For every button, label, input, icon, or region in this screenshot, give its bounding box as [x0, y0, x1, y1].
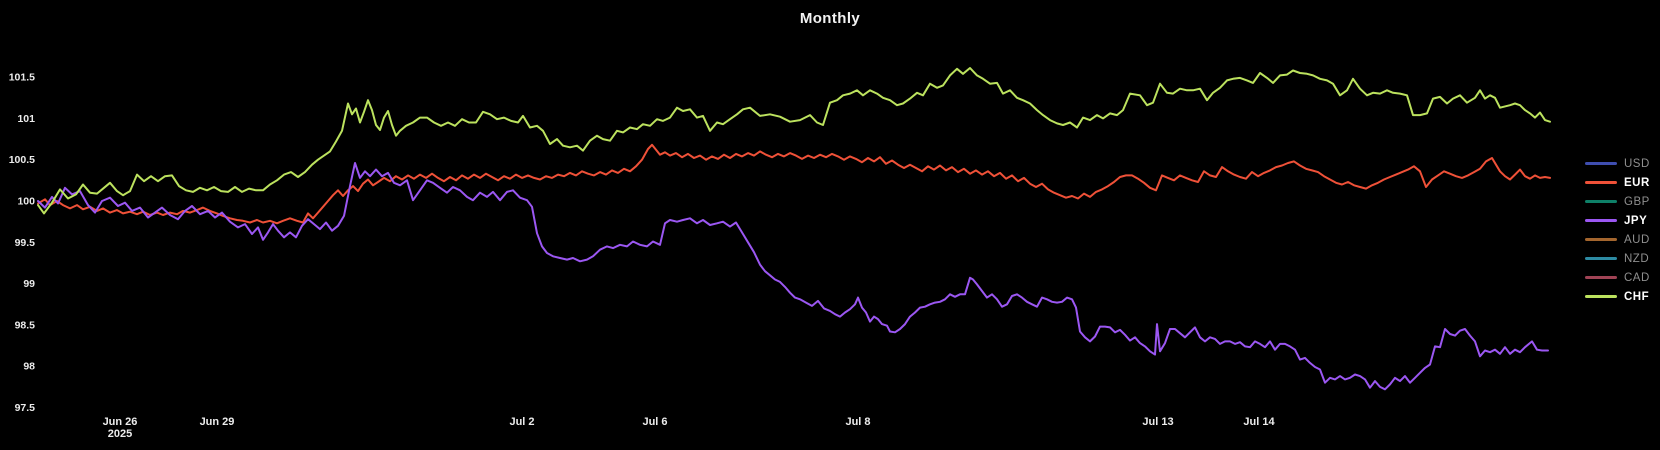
- legend-swatch-jpy: [1585, 219, 1617, 222]
- legend-item-jpy[interactable]: JPY: [1585, 211, 1650, 230]
- legend-label-eur: EUR: [1624, 176, 1650, 189]
- legend: USD EUR GBP JPY AUD NZD CAD CHF: [1585, 154, 1650, 306]
- x-tick-label: Jun 29: [200, 416, 235, 428]
- legend-swatch-usd: [1585, 162, 1617, 165]
- legend-swatch-gbp: [1585, 200, 1617, 203]
- y-tick-label: 99: [23, 278, 35, 290]
- x-tick-label: Jul 13: [1142, 416, 1173, 428]
- legend-swatch-chf: [1585, 295, 1617, 298]
- legend-label-chf: CHF: [1624, 290, 1650, 303]
- y-tick-label: 100: [17, 196, 35, 208]
- legend-swatch-aud: [1585, 238, 1617, 241]
- legend-item-cad[interactable]: CAD: [1585, 268, 1650, 287]
- legend-label-gbp: GBP: [1624, 195, 1650, 208]
- y-tick-label: 101: [17, 113, 35, 125]
- y-tick-label: 97.5: [15, 402, 36, 414]
- x-tick-label: Jul 14: [1243, 416, 1275, 428]
- y-tick-label: 98.5: [15, 319, 36, 331]
- y-tick-label: 101.5: [9, 72, 35, 84]
- x-tick-label: Jul 6: [642, 416, 667, 428]
- legend-item-aud[interactable]: AUD: [1585, 230, 1650, 249]
- legend-label-cad: CAD: [1624, 271, 1650, 284]
- legend-label-jpy: JPY: [1624, 214, 1648, 227]
- legend-item-usd[interactable]: USD: [1585, 154, 1650, 173]
- legend-item-nzd[interactable]: NZD: [1585, 249, 1650, 268]
- legend-swatch-nzd: [1585, 257, 1617, 260]
- y-tick-label: 98: [23, 361, 35, 373]
- x-tick-label: Jul 8: [845, 416, 870, 428]
- x-tick-label: Jun 26: [103, 416, 138, 428]
- x-tick-label: Jul 2: [509, 416, 534, 428]
- series-line-chf: [37, 67, 1551, 215]
- legend-label-aud: AUD: [1624, 233, 1650, 246]
- legend-swatch-cad: [1585, 276, 1617, 279]
- legend-item-gbp[interactable]: GBP: [1585, 192, 1650, 211]
- legend-label-usd: USD: [1624, 157, 1650, 170]
- legend-item-eur[interactable]: EUR: [1585, 173, 1650, 192]
- x-tick-sublabel: 2025: [108, 428, 132, 440]
- series-line-eur: [37, 143, 1551, 225]
- legend-item-chf[interactable]: CHF: [1585, 287, 1650, 306]
- chart-title: Monthly: [799, 10, 861, 27]
- legend-swatch-eur: [1585, 181, 1617, 184]
- y-tick-label: 99.5: [15, 237, 36, 249]
- y-tick-label: 100.5: [9, 154, 35, 166]
- series-line-jpy: [37, 162, 1549, 391]
- legend-label-nzd: NZD: [1624, 252, 1650, 265]
